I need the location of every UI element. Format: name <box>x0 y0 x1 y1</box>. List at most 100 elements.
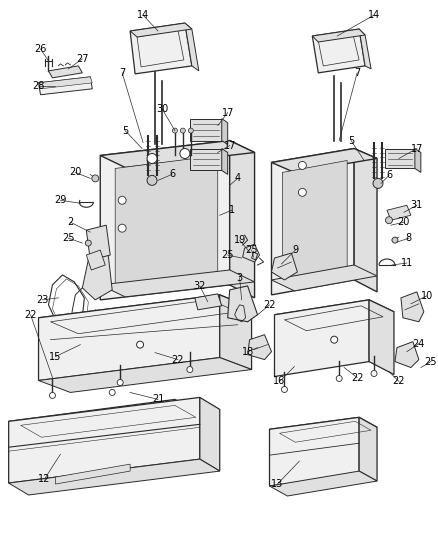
Text: 23: 23 <box>36 295 49 305</box>
Text: 22: 22 <box>25 310 37 320</box>
Text: 2: 2 <box>67 217 74 227</box>
Polygon shape <box>269 417 359 486</box>
Circle shape <box>109 390 115 395</box>
Polygon shape <box>387 205 411 220</box>
Polygon shape <box>359 29 371 69</box>
Text: 1: 1 <box>229 205 235 215</box>
Text: 25: 25 <box>62 233 74 243</box>
Text: 30: 30 <box>156 104 168 114</box>
Polygon shape <box>275 300 369 376</box>
Polygon shape <box>9 459 220 495</box>
Polygon shape <box>283 160 347 284</box>
Polygon shape <box>82 255 112 300</box>
Text: 15: 15 <box>49 352 62 361</box>
Polygon shape <box>115 156 218 288</box>
Circle shape <box>147 175 157 185</box>
Polygon shape <box>39 77 92 89</box>
Polygon shape <box>312 29 365 73</box>
Polygon shape <box>272 253 297 280</box>
Polygon shape <box>9 398 200 483</box>
Text: 22: 22 <box>351 373 364 383</box>
Polygon shape <box>100 270 254 297</box>
Text: 22: 22 <box>393 376 405 386</box>
Circle shape <box>118 196 126 204</box>
Polygon shape <box>354 149 377 292</box>
Polygon shape <box>200 398 220 471</box>
Text: 17: 17 <box>411 143 423 154</box>
Text: 27: 27 <box>76 54 88 64</box>
Polygon shape <box>39 295 220 381</box>
Text: 7: 7 <box>354 68 360 78</box>
Text: 20: 20 <box>69 167 81 177</box>
Text: 5: 5 <box>122 126 128 135</box>
Polygon shape <box>100 141 230 300</box>
Polygon shape <box>359 417 377 481</box>
Polygon shape <box>130 23 192 74</box>
Text: 28: 28 <box>32 81 45 91</box>
Text: 31: 31 <box>411 200 423 211</box>
Circle shape <box>282 386 287 392</box>
Text: 17: 17 <box>222 108 234 118</box>
Text: 16: 16 <box>273 376 286 386</box>
Text: 17: 17 <box>223 141 236 150</box>
Circle shape <box>187 367 193 373</box>
Polygon shape <box>312 29 365 42</box>
Circle shape <box>85 240 91 246</box>
Circle shape <box>298 161 306 169</box>
Polygon shape <box>228 286 258 322</box>
Circle shape <box>180 149 190 158</box>
Polygon shape <box>190 149 222 171</box>
Circle shape <box>331 336 338 343</box>
Polygon shape <box>272 265 377 291</box>
Text: 8: 8 <box>406 233 412 243</box>
Circle shape <box>392 237 398 243</box>
Polygon shape <box>272 149 354 295</box>
Text: 11: 11 <box>401 258 413 268</box>
Circle shape <box>49 392 56 399</box>
Polygon shape <box>195 294 222 310</box>
Polygon shape <box>401 292 424 322</box>
Text: 14: 14 <box>368 10 380 20</box>
Text: 10: 10 <box>420 291 433 301</box>
Polygon shape <box>247 335 272 360</box>
Polygon shape <box>269 471 377 496</box>
Text: 5: 5 <box>348 135 354 146</box>
Polygon shape <box>49 66 82 78</box>
Text: 25: 25 <box>222 250 234 260</box>
Text: 21: 21 <box>152 394 164 405</box>
Circle shape <box>298 188 306 196</box>
Polygon shape <box>190 119 222 141</box>
Polygon shape <box>56 464 130 484</box>
Text: 9: 9 <box>292 245 298 255</box>
Polygon shape <box>272 149 377 172</box>
Text: 14: 14 <box>137 10 149 20</box>
Text: 29: 29 <box>54 195 67 205</box>
Circle shape <box>336 376 342 382</box>
Text: 32: 32 <box>194 281 206 291</box>
Polygon shape <box>230 141 254 298</box>
Polygon shape <box>185 23 199 71</box>
Circle shape <box>173 128 177 133</box>
Text: 20: 20 <box>398 217 410 227</box>
Polygon shape <box>39 295 251 330</box>
Text: 6: 6 <box>169 169 175 180</box>
Polygon shape <box>385 149 415 168</box>
Text: 6: 6 <box>386 171 392 180</box>
Polygon shape <box>415 149 421 172</box>
Text: 22: 22 <box>263 300 276 310</box>
Text: 24: 24 <box>413 338 425 349</box>
Polygon shape <box>395 342 419 368</box>
Polygon shape <box>369 300 394 375</box>
Circle shape <box>373 179 383 188</box>
Polygon shape <box>9 399 200 436</box>
Text: 3: 3 <box>237 273 243 283</box>
Circle shape <box>92 175 99 182</box>
Circle shape <box>137 341 144 348</box>
Text: 25: 25 <box>245 245 258 255</box>
Circle shape <box>147 154 157 164</box>
Text: 18: 18 <box>241 346 254 357</box>
Circle shape <box>371 370 377 376</box>
Text: 7: 7 <box>119 68 125 78</box>
Polygon shape <box>222 149 228 174</box>
Circle shape <box>385 217 392 224</box>
